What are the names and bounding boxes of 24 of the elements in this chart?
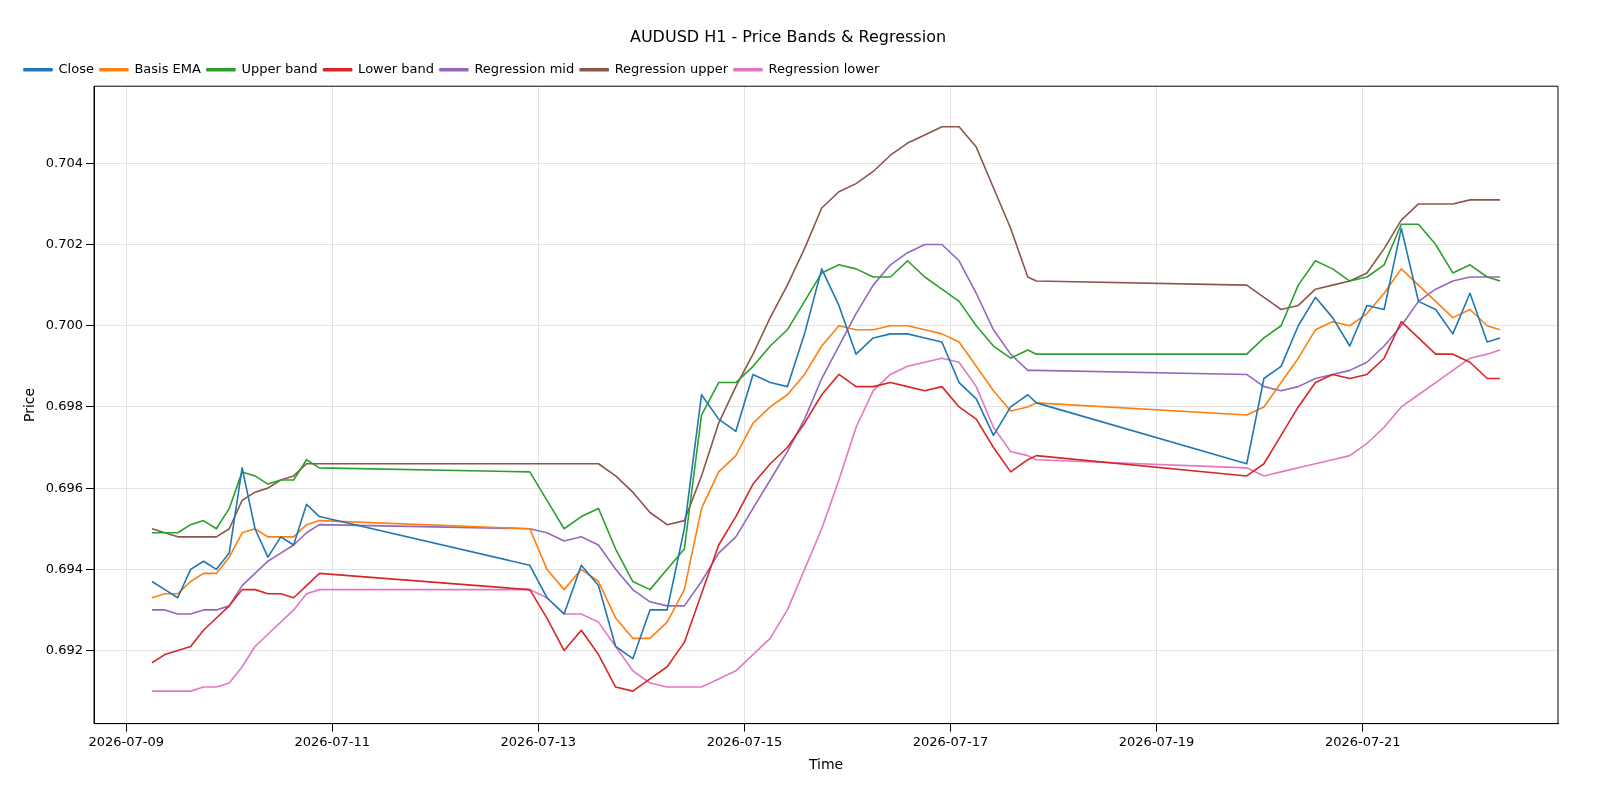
y-tick-label: 0.700 — [45, 317, 84, 333]
legend-label: Regression lower — [768, 61, 880, 77]
legend-label: Upper band — [241, 61, 318, 77]
y-tick-label: 0.694 — [45, 560, 84, 576]
legend-label: Regression upper — [614, 61, 729, 77]
y-tick-label: 0.696 — [45, 479, 84, 495]
x-tick-label: 2026-07-09 — [88, 733, 164, 749]
x-tick-label: 2026-07-21 — [1324, 733, 1401, 749]
y-tick-label: 0.692 — [45, 641, 84, 657]
y-tick-label: 0.704 — [45, 154, 84, 170]
x-tick-label: 2026-07-19 — [1118, 733, 1195, 749]
x-axis-title: Time — [807, 756, 844, 773]
chart-title: AUDUSD H1 - Price Bands & Regression — [629, 26, 947, 46]
x-tick-label: 2026-07-13 — [500, 733, 577, 749]
legend-label: Basis EMA — [134, 61, 202, 77]
y-tick-label: 0.698 — [45, 398, 84, 414]
x-tick-label: 2026-07-15 — [706, 733, 783, 749]
legend-label: Close — [58, 61, 94, 77]
x-tick-label: 2026-07-11 — [294, 733, 371, 749]
legend-label: Regression mid — [474, 61, 575, 77]
legend-label: Lower band — [358, 61, 434, 77]
x-tick-label: 2026-07-17 — [912, 733, 989, 749]
y-tick-label: 0.702 — [45, 235, 84, 251]
y-axis-title: Price — [21, 387, 38, 422]
